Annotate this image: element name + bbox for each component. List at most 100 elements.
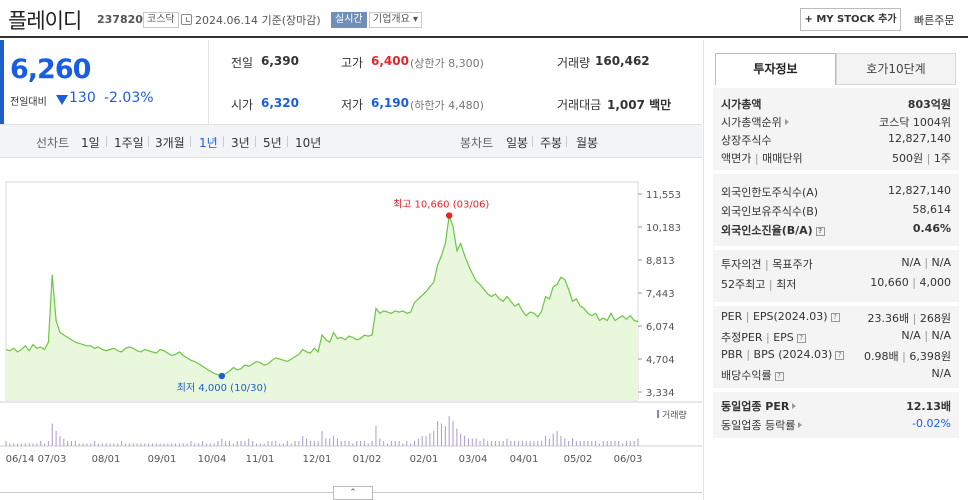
volume-bar — [178, 443, 180, 446]
period-1y[interactable]: 1년 — [199, 136, 218, 150]
period-1d[interactable]: 1일 — [81, 136, 100, 150]
volume-bar — [529, 441, 531, 446]
volume-bar — [55, 431, 57, 446]
help-icon[interactable]: ? — [796, 334, 806, 343]
foreign-section: 외국인한도주식수(A) 12,827,140 외국인보유주식수(B) 58,61… — [713, 174, 959, 246]
volume-bar — [306, 438, 308, 446]
help-icon[interactable]: ? — [835, 351, 845, 360]
volume-bar — [610, 441, 612, 446]
volume-bar — [124, 443, 126, 446]
volume-bar — [475, 438, 477, 446]
volume-bar — [298, 441, 300, 446]
help-icon[interactable]: ? — [830, 313, 840, 322]
volume-bar — [471, 438, 473, 446]
volume-bar — [548, 438, 550, 446]
separator — [106, 136, 107, 147]
volume-bar — [614, 441, 616, 446]
add-mystock-button[interactable]: + MY STOCK 추가 — [800, 8, 901, 31]
help-icon[interactable]: ? — [815, 227, 825, 236]
volume-bar — [587, 441, 589, 446]
volume-bar — [244, 441, 246, 446]
volume-bar — [633, 441, 635, 446]
volume-bar — [425, 436, 427, 446]
volume-bar — [579, 441, 581, 446]
period-3y[interactable]: 3년 — [231, 136, 250, 150]
volume-bar — [221, 438, 223, 446]
quick-order-button[interactable]: 빠른주문 — [914, 14, 955, 27]
opinion-value: N/A | N/A — [901, 256, 951, 269]
volume-bar — [537, 441, 539, 446]
market-badge: 코스닥 — [143, 12, 179, 28]
shares-value: 12,827,140 — [888, 132, 951, 145]
dividend-value: N/A — [931, 367, 951, 380]
volume-bar — [105, 443, 107, 446]
volume-bar — [97, 443, 99, 446]
volume-bar — [433, 431, 435, 446]
foreign-ratio-label: 외국인소진율(B/A)? — [721, 222, 825, 238]
w52-label: 52주최고 | 최저 — [721, 278, 797, 291]
price-chart[interactable]: 11,553 10,183 8,813 7,443 6,074 4,704 3,334 06… — [0, 158, 702, 500]
price-stats: 전일 6,390 고가 6,400 (상한가 8,300) 거래량 160,46… — [208, 40, 702, 124]
volume-bar — [271, 441, 273, 446]
stock-code: 237820 — [97, 13, 143, 26]
help-icon[interactable]: ? — [774, 372, 784, 381]
volume-bar — [136, 443, 138, 446]
volume-bar — [329, 438, 331, 446]
per-eps-value: 23.36배 | 268원 — [867, 312, 951, 325]
volume-bar — [94, 441, 96, 446]
volume-bar — [363, 441, 365, 446]
foreign-hold-label: 외국인보유주식수(B) — [721, 205, 819, 218]
par-unit-value: 500원 | 1주 — [892, 152, 951, 165]
volume-bar — [622, 443, 624, 446]
volume-bar — [444, 426, 446, 446]
candle-monthly[interactable]: 월봉 — [576, 136, 599, 150]
arrow-right-icon — [784, 119, 789, 125]
y-axis-ticks: 11,553 10,183 8,813 7,443 6,074 4,704 3,334 — [638, 190, 681, 399]
volume-bar — [279, 443, 281, 446]
x-tick-label: 04/01 — [510, 454, 539, 465]
industry-per-label[interactable]: 동일업종 PER — [721, 398, 797, 414]
candle-daily[interactable]: 일봉 — [506, 136, 529, 150]
volume-bar — [209, 443, 211, 446]
volume-bar — [121, 441, 123, 446]
volume-bar — [602, 441, 604, 446]
volume-legend-label: 거래량 — [662, 409, 687, 421]
volume-bar — [13, 443, 15, 446]
volume-bar — [252, 441, 254, 446]
volume-bar — [375, 426, 377, 446]
period-3m[interactable]: 3개월 — [155, 136, 185, 150]
candle-weekly[interactable]: 주봉 — [540, 136, 563, 150]
industry-rate-label[interactable]: 동일업종 등락률 — [721, 417, 803, 433]
volume-bar — [259, 443, 261, 446]
volume-bar — [32, 443, 34, 446]
tab-order-book[interactable]: 호가10단계 — [836, 53, 956, 85]
company-info-dropdown[interactable]: 기업개요 ▾ — [369, 12, 422, 28]
calendar-icon — [181, 14, 192, 25]
volume-bar — [464, 436, 466, 446]
tab-investment-info[interactable]: 투자정보 — [715, 53, 836, 85]
volume-bar — [398, 441, 400, 446]
arrow-right-icon — [798, 422, 803, 428]
volume-bar — [637, 438, 639, 446]
x-tick-label: 11/01 — [246, 454, 275, 465]
change-label: 전일대비 — [10, 97, 47, 108]
low-label: 저가 — [341, 98, 364, 112]
trade-amount-label: 거래대금 — [557, 98, 602, 112]
x-tick-label: 09/01 — [148, 454, 177, 465]
x-axis-ticks: 06/14 07/03 08/01 09/01 10/04 11/01 12/01 01/02… — [6, 454, 643, 465]
volume-bar — [202, 441, 204, 446]
high-value: 6,400 — [371, 54, 409, 68]
x-tick-label: 12/01 — [303, 454, 332, 465]
period-1w[interactable]: 1주일 — [114, 136, 144, 150]
open-label: 시가 — [231, 98, 254, 112]
chart-grid — [0, 181, 702, 447]
collapse-chart-button[interactable]: ⌃ — [333, 486, 373, 500]
rank-label[interactable]: 시가총액순위 — [721, 114, 789, 130]
volume-bar — [163, 443, 165, 446]
period-10y[interactable]: 10년 — [295, 136, 322, 150]
volume-bar — [47, 441, 49, 446]
volume-bar — [491, 441, 493, 446]
period-5y[interactable]: 5년 — [263, 136, 282, 150]
volume-bar — [525, 441, 527, 446]
volume-bar — [541, 441, 543, 446]
